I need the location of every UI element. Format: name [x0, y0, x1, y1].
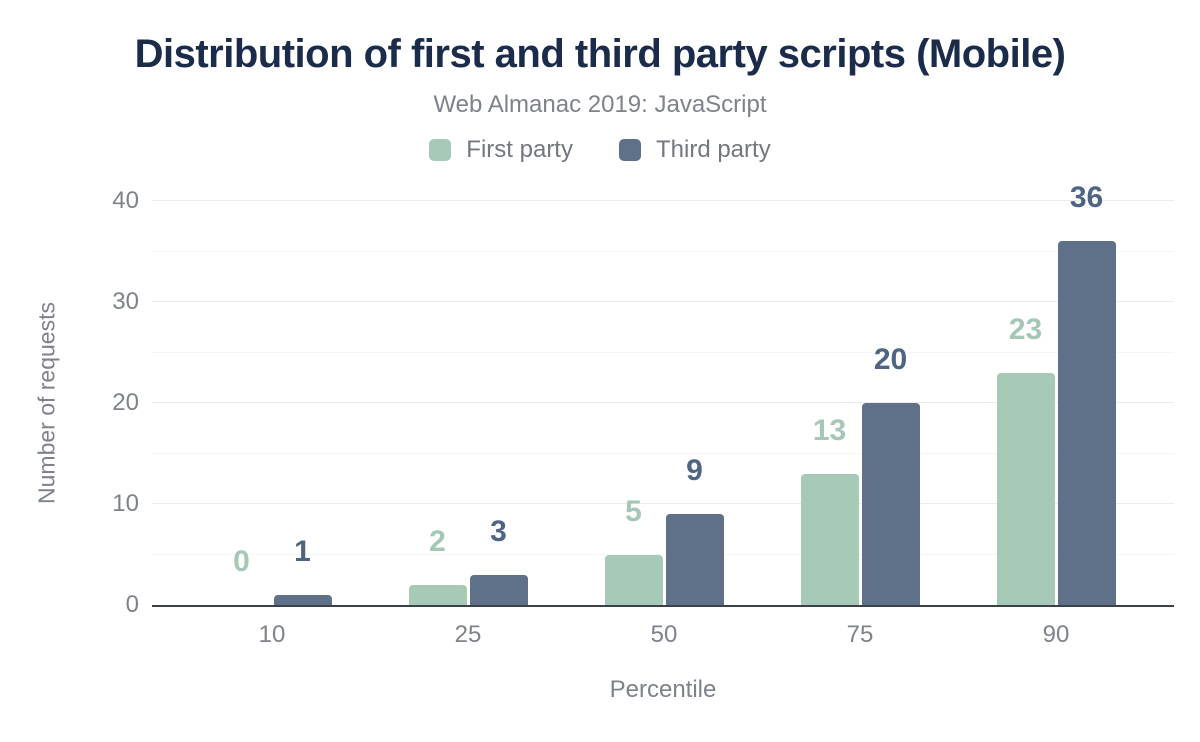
bar	[273, 594, 332, 605]
bar-column: 23	[996, 312, 1055, 605]
bar-value-label: 1	[294, 534, 311, 568]
bar-column: 1	[273, 534, 332, 605]
bar-column: 5	[604, 494, 663, 605]
minor-gridline	[152, 553, 1174, 555]
x-tick-label: 75	[846, 621, 874, 648]
x-tick-label: 50	[650, 621, 678, 648]
minor-gridline	[152, 250, 1174, 252]
bar-value-label: 5	[625, 494, 642, 528]
x-tick-label: 90	[1042, 621, 1070, 648]
bar-value-label: 20	[873, 343, 908, 376]
x-tick-label: 25	[454, 621, 482, 648]
bar	[469, 574, 528, 605]
plot-area: 0 10 20 30 40 0 1 2 3 5 9 13 20 23 36	[112, 183, 1174, 617]
y-tick-label: 40	[112, 187, 139, 214]
x-axis-title: Percentile	[609, 676, 717, 703]
bar-column: 20	[861, 343, 920, 605]
legend-label: First party	[466, 136, 573, 163]
y-tick-label: 20	[112, 389, 139, 416]
major-gridline	[152, 402, 1174, 403]
bar-value-label: 13	[812, 413, 847, 447]
bar-group: 13 20	[762, 201, 958, 605]
chart-subtitle: Web Almanac 2019: JavaScript	[433, 91, 767, 118]
x-axis-line	[152, 605, 1174, 607]
bar	[861, 403, 920, 605]
bar	[665, 514, 724, 605]
bar-value-label: 9	[686, 454, 703, 488]
x-tick-labels: 10 25 50 75 90	[174, 621, 1154, 649]
bar	[1057, 241, 1116, 605]
bar	[996, 372, 1055, 605]
legend-item-third-party: Third party	[618, 136, 771, 164]
y-axis-title: Number of requests	[33, 302, 60, 504]
bar-value-label: 36	[1069, 181, 1104, 215]
legend-label: Third party	[655, 136, 771, 163]
chart-legend: First party Third party	[0, 136, 1200, 164]
minor-gridline	[152, 351, 1174, 353]
bar-column: 13	[800, 413, 859, 605]
bar-value-label: 3	[490, 514, 507, 548]
minor-gridline	[152, 452, 1174, 454]
x-tick-label: 10	[258, 621, 286, 648]
bar-value-label: 23	[1008, 312, 1043, 346]
major-gridline	[152, 301, 1174, 302]
bar-groups: 0 1 2 3 5 9 13 20 23 36	[174, 183, 1154, 605]
bar-column: 3	[469, 514, 528, 605]
y-tick-label: 10	[112, 490, 139, 517]
major-gridline	[152, 200, 1174, 201]
third-party-swatch-icon	[618, 139, 641, 161]
y-tick-label: 0	[125, 591, 139, 618]
bar-value-label: 0	[233, 545, 250, 578]
y-tick-label: 30	[112, 288, 139, 315]
bar-column: 2	[408, 524, 467, 605]
legend-item-first-party: First party	[429, 136, 573, 164]
bar	[800, 473, 859, 605]
first-party-swatch-icon	[429, 139, 452, 161]
bar	[408, 584, 467, 605]
bar-column: 0	[213, 547, 271, 605]
bar-column: 9	[665, 454, 724, 605]
major-gridline	[152, 503, 1174, 504]
chart-title: Distribution of first and third party sc…	[134, 32, 1066, 76]
bar	[604, 554, 663, 605]
bar-value-label: 2	[429, 524, 446, 558]
bar-group: 23 36	[958, 183, 1154, 605]
bar-column: 36	[1057, 181, 1116, 605]
